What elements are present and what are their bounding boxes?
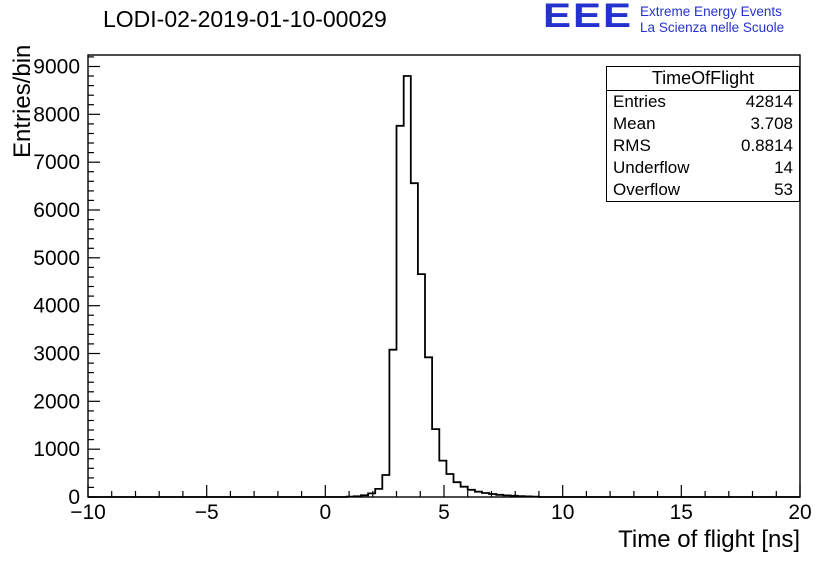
- eee-logo-text: Extreme Energy Events La Scienza nelle S…: [640, 1, 784, 36]
- svg-text:8000: 8000: [33, 103, 80, 126]
- stats-value: 14: [774, 158, 793, 177]
- stats-value: 53: [774, 180, 793, 199]
- y-axis: 0 1000 2000 3000 4000 5000 6000 7000 8000 9000: [33, 56, 100, 509]
- x-axis-title: Time of flight [ns]: [618, 526, 800, 553]
- svg-text:5000: 5000: [33, 247, 80, 270]
- stats-row-entries: Entries 42814: [607, 91, 799, 113]
- y-axis-title: Entries/bin: [9, 45, 36, 158]
- stats-label: Underflow: [613, 158, 690, 177]
- svg-text:6000: 6000: [33, 199, 80, 222]
- stats-label: RMS: [613, 136, 651, 155]
- x-axis: −10 −5 0 5 10 15 20: [70, 485, 812, 524]
- svg-text:0: 0: [319, 501, 331, 524]
- svg-text:1000: 1000: [33, 438, 80, 461]
- svg-text:10: 10: [551, 501, 574, 524]
- svg-text:9000: 9000: [33, 56, 80, 79]
- svg-text:0: 0: [68, 486, 80, 509]
- stats-value: 3.708: [750, 114, 793, 133]
- stats-row-overflow: Overflow 53: [607, 179, 799, 201]
- eee-logo-line2: La Scienza nelle Scuole: [640, 20, 785, 35]
- stats-box: TimeOfFlight Entries 42814 Mean 3.708 RM…: [606, 66, 800, 202]
- stats-label: Entries: [613, 92, 666, 111]
- stats-value: 42814: [745, 92, 793, 111]
- svg-text:20: 20: [788, 501, 811, 524]
- svg-text:3000: 3000: [33, 343, 80, 366]
- stats-title: TimeOfFlight: [607, 67, 799, 91]
- plot-title: LODI-02-2019-01-10-00029: [103, 6, 387, 32]
- eee-logo-line1: Extreme Energy Events: [640, 4, 782, 19]
- stats-label: Mean: [613, 114, 656, 133]
- svg-text:7000: 7000: [33, 151, 80, 174]
- svg-text:−10: −10: [70, 501, 106, 524]
- svg-text:5: 5: [438, 501, 450, 524]
- svg-text:−5: −5: [195, 501, 219, 524]
- eee-logo: EEE Extreme Energy Events La Scienza nel…: [543, 0, 784, 37]
- stats-value: 0.8814: [741, 136, 793, 155]
- eee-logo-acronym: EEE: [543, 0, 634, 35]
- svg-text:2000: 2000: [33, 390, 80, 413]
- stats-label: Overflow: [613, 180, 681, 199]
- histogram-line: [88, 75, 800, 498]
- stats-row-underflow: Underflow 14: [607, 157, 799, 179]
- svg-text:15: 15: [670, 501, 693, 524]
- stats-row-mean: Mean 3.708: [607, 113, 799, 135]
- stats-row-rms: RMS 0.8814: [607, 135, 799, 157]
- svg-text:4000: 4000: [33, 295, 80, 318]
